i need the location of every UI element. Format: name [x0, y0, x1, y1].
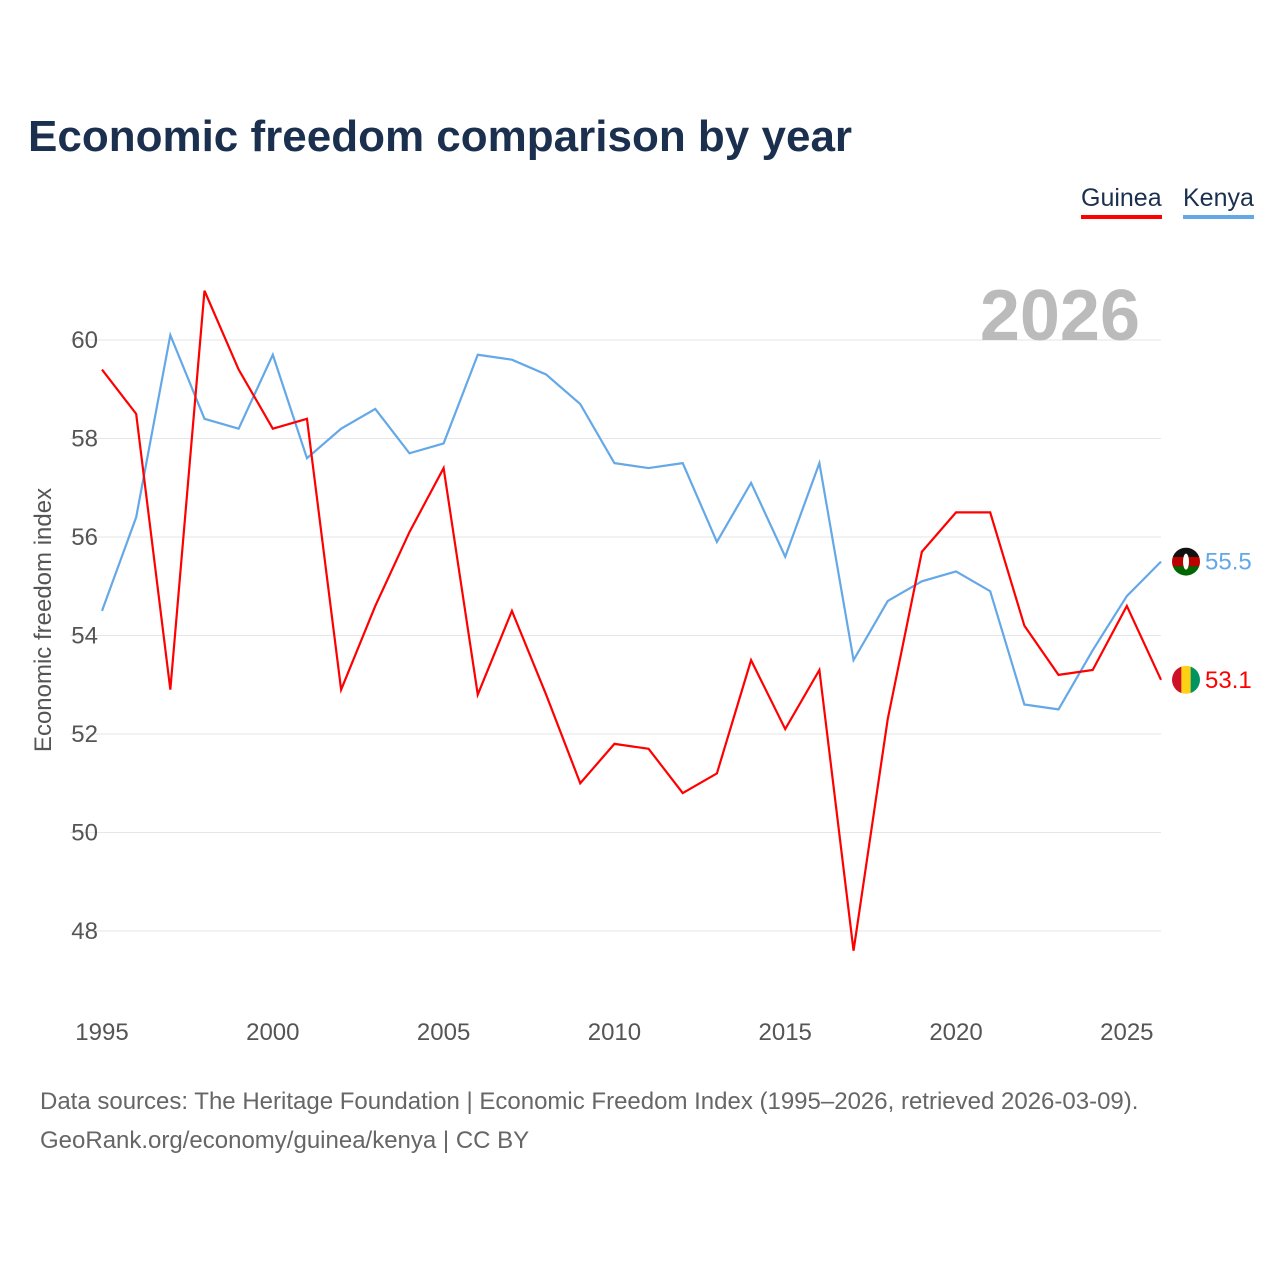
data-point-kenya[interactable]: [406, 450, 412, 456]
guinea-flag-icon: [1172, 665, 1200, 694]
data-point-kenya[interactable]: [680, 460, 686, 466]
data-point-kenya[interactable]: [270, 352, 276, 358]
data-point-guinea[interactable]: [953, 509, 959, 515]
data-point-kenya[interactable]: [99, 608, 105, 614]
data-point-guinea[interactable]: [611, 741, 617, 747]
y-tick-label: 54: [71, 623, 98, 650]
chart-title: Economic freedom comparison by year: [28, 112, 853, 161]
data-point-guinea[interactable]: [748, 657, 754, 663]
data-point-guinea[interactable]: [1158, 677, 1164, 683]
data-point-guinea[interactable]: [441, 465, 447, 471]
y-tick-label: 52: [71, 721, 98, 748]
data-point-guinea[interactable]: [406, 529, 412, 535]
data-point-kenya[interactable]: [304, 455, 310, 461]
y-tick-label: 50: [71, 820, 98, 847]
data-point-guinea[interactable]: [270, 426, 276, 432]
data-point-guinea[interactable]: [372, 603, 378, 609]
data-point-kenya[interactable]: [1158, 559, 1164, 565]
data-point-guinea[interactable]: [919, 549, 925, 555]
kenya-flag-icon: [1172, 547, 1200, 576]
data-point-kenya[interactable]: [167, 332, 173, 338]
data-point-guinea[interactable]: [680, 790, 686, 796]
data-point-guinea[interactable]: [1090, 667, 1096, 673]
x-tick-label: 1995: [75, 1019, 128, 1046]
y-tick-label: 58: [71, 426, 98, 453]
data-point-kenya[interactable]: [919, 578, 925, 584]
data-point-kenya[interactable]: [714, 539, 720, 545]
data-point-kenya[interactable]: [816, 460, 822, 466]
end-value-label-kenya: 55.5: [1205, 549, 1252, 576]
data-point-kenya[interactable]: [475, 352, 481, 358]
x-tick-label: 2010: [588, 1019, 641, 1046]
data-point-kenya[interactable]: [953, 568, 959, 574]
data-point-kenya[interactable]: [1124, 593, 1130, 599]
data-point-kenya[interactable]: [885, 598, 891, 604]
data-point-guinea[interactable]: [782, 726, 788, 732]
data-point-guinea[interactable]: [543, 692, 549, 698]
y-tick-label: 60: [71, 327, 98, 354]
data-point-kenya[interactable]: [1021, 701, 1027, 707]
x-tick-label: 2020: [929, 1019, 982, 1046]
data-point-kenya[interactable]: [133, 514, 139, 520]
data-point-kenya[interactable]: [201, 416, 207, 422]
data-point-kenya[interactable]: [646, 465, 652, 471]
series-line-guinea: [101, 290, 1162, 951]
data-point-guinea[interactable]: [133, 411, 139, 417]
year-watermark: 2026: [980, 276, 1140, 356]
y-tick-label: 56: [71, 524, 98, 551]
data-point-guinea[interactable]: [714, 770, 720, 776]
data-point-guinea[interactable]: [99, 367, 105, 373]
data-point-guinea[interactable]: [167, 687, 173, 693]
data-point-guinea[interactable]: [1056, 672, 1062, 678]
data-point-kenya[interactable]: [509, 357, 515, 363]
legend-guinea[interactable]: Guinea: [1081, 184, 1162, 219]
data-point-guinea[interactable]: [201, 288, 207, 294]
data-point-kenya[interactable]: [782, 554, 788, 560]
data-point-guinea[interactable]: [304, 416, 310, 422]
x-tick-label: 2000: [246, 1019, 299, 1046]
footer-sources: Data sources: The Heritage Foundation | …: [40, 1088, 1139, 1115]
data-point-kenya[interactable]: [338, 426, 344, 432]
series-line-kenya: [100, 331, 1162, 711]
data-point-kenya[interactable]: [236, 426, 242, 432]
data-point-guinea[interactable]: [885, 716, 891, 722]
data-point-kenya[interactable]: [441, 440, 447, 446]
data-point-guinea[interactable]: [236, 367, 242, 373]
data-point-kenya[interactable]: [611, 460, 617, 466]
data-point-guinea[interactable]: [987, 509, 993, 515]
x-tick-label: 2005: [417, 1019, 470, 1046]
x-tick-label: 2025: [1100, 1019, 1153, 1046]
data-point-kenya[interactable]: [372, 406, 378, 412]
data-point-guinea[interactable]: [851, 948, 857, 954]
data-point-guinea[interactable]: [1021, 623, 1027, 629]
data-point-kenya[interactable]: [543, 371, 549, 377]
data-point-guinea[interactable]: [1124, 603, 1130, 609]
data-point-guinea[interactable]: [338, 687, 344, 693]
data-point-guinea[interactable]: [509, 608, 515, 614]
data-point-kenya[interactable]: [748, 480, 754, 486]
data-point-kenya[interactable]: [577, 401, 583, 407]
data-point-guinea[interactable]: [816, 667, 822, 673]
x-tick-label: 2015: [759, 1019, 812, 1046]
data-point-kenya[interactable]: [1056, 706, 1062, 712]
data-point-guinea[interactable]: [577, 780, 583, 786]
end-value-label-guinea: 53.1: [1205, 667, 1252, 694]
data-point-guinea[interactable]: [646, 746, 652, 752]
data-point-kenya[interactable]: [851, 657, 857, 663]
data-point-guinea[interactable]: [475, 692, 481, 698]
data-point-kenya[interactable]: [987, 588, 993, 594]
data-point-kenya[interactable]: [1090, 647, 1096, 653]
legend-kenya[interactable]: Kenya: [1183, 184, 1254, 219]
footer-attribution: GeoRank.org/economy/guinea/kenya | CC BY: [40, 1127, 530, 1154]
y-axis-label: Economic freedom index: [30, 488, 57, 752]
y-tick-label: 48: [71, 918, 98, 945]
